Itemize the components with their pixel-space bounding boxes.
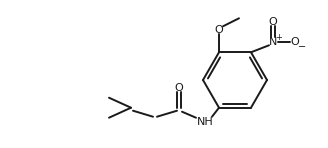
Text: NH: NH (196, 117, 214, 127)
Text: +: + (275, 33, 282, 42)
Text: O: O (269, 17, 277, 27)
Text: O: O (291, 37, 299, 47)
Text: N: N (269, 37, 277, 47)
Text: O: O (215, 25, 223, 35)
Text: O: O (174, 83, 183, 93)
Text: −: − (298, 42, 306, 52)
